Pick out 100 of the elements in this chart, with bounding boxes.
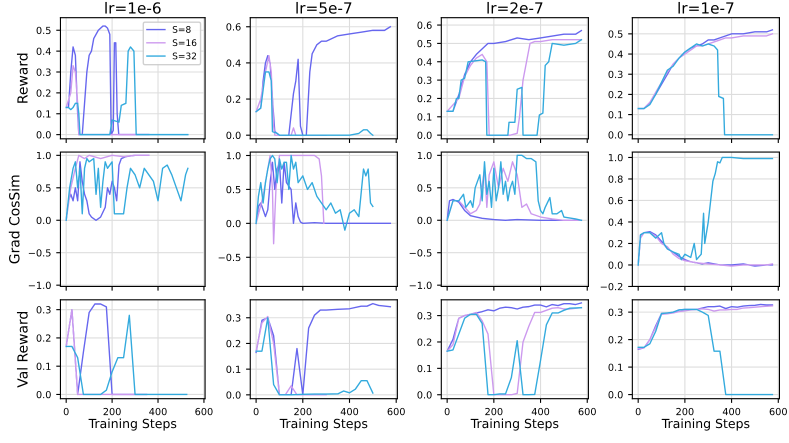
x-tick-label: 0	[254, 408, 259, 416]
y-tick-label: 0.0	[417, 216, 432, 224]
y-tick-label: 0.2	[608, 90, 622, 98]
y-tick-label: −1.0	[28, 282, 51, 290]
line-series	[255, 71, 374, 136]
x-tick-label: 200	[485, 408, 502, 416]
y-tick-label: 1.0	[608, 154, 623, 162]
line-series	[255, 154, 374, 231]
y-tick-label: 0.4	[608, 50, 623, 58]
y-tick-label: 0.0	[36, 131, 51, 138]
y-tick-label: 0.0	[417, 391, 432, 399]
y-tick-label: 0.5	[36, 184, 51, 192]
legend-label: S=16	[172, 39, 196, 46]
legend-label: S=32	[172, 52, 196, 60]
y-tick-label: −0.2	[600, 282, 622, 290]
y-tick-label: 0.1	[417, 113, 432, 121]
y-axis-title: Val Reward	[16, 312, 28, 388]
y-tick-label: 0.0	[226, 132, 241, 140]
y-tick-label: 0.3	[608, 308, 623, 316]
x-axis-title: Training Steps	[280, 418, 368, 431]
x-tick-label: 0	[636, 408, 641, 416]
y-tick-label: 0.6	[608, 196, 623, 204]
x-tick-label: 400	[532, 408, 550, 416]
y-tick-label: 0.5	[226, 186, 240, 194]
y-tick-label: 0.1	[608, 111, 622, 118]
x-axis-title: Training Steps	[470, 418, 558, 431]
line-series	[255, 162, 392, 224]
y-tick-label: 0.2	[36, 334, 50, 342]
chart-title: lr=1e-7	[678, 2, 734, 14]
y-tick-label: 0.5	[608, 30, 622, 38]
y-tick-label: 0.2	[417, 94, 432, 102]
y-tick-label: 0.0	[417, 132, 432, 139]
y-tick-label: 0.2	[417, 338, 432, 346]
line-series	[446, 306, 582, 396]
y-tick-label: 0.8	[608, 175, 623, 183]
y-tick-label: 0.3	[226, 314, 240, 322]
y-tick-label: 0.3	[36, 306, 51, 314]
y-tick-label: 0.2	[226, 96, 240, 103]
y-tick-label: 0.1	[36, 110, 51, 118]
y-tick-label: 0.0	[226, 391, 241, 399]
x-tick-label: 200	[294, 408, 312, 416]
y-tick-label: 0.0	[226, 220, 241, 228]
y-tick-label: 0.0	[608, 391, 623, 398]
x-tick-label: 600	[195, 408, 213, 416]
y-tick-label: 0.6	[226, 23, 241, 31]
x-tick-label: 600	[770, 408, 787, 416]
x-tick-label: 400	[722, 408, 740, 416]
y-tick-label: 0.2	[608, 240, 622, 248]
y-tick-label: −0.5	[410, 249, 432, 257]
line-series	[65, 314, 188, 396]
x-tick-label: 600	[578, 408, 596, 416]
y-tick-label: 1.0	[37, 152, 51, 160]
chart-title: lr=1e-6	[105, 2, 161, 14]
x-tick-label: 200	[104, 408, 121, 416]
y-tick-label: 0.0	[608, 261, 623, 269]
x-axis-title: Training Steps	[662, 418, 750, 431]
y-tick-label: 0.2	[608, 336, 622, 344]
line-series	[255, 154, 325, 244]
chart-title: lr=2e-7	[487, 2, 542, 14]
y-tick-label: 0.5	[417, 184, 432, 192]
y-axis-title: Grad CosSim	[8, 176, 20, 264]
y-tick-label: 0.0	[36, 390, 51, 398]
y-tick-label: 0.0	[608, 131, 623, 139]
y-tick-label: 1.0	[418, 152, 432, 160]
y-tick-label: 0.4	[226, 59, 241, 67]
y-tick-label: −1.0	[410, 282, 432, 290]
y-tick-label: 0.1	[226, 366, 240, 373]
y-tick-label: 0.3	[417, 76, 432, 84]
y-tick-label: 0.3	[608, 70, 623, 78]
y-tick-label: 0.1	[36, 362, 51, 370]
y-tick-label: 0.2	[226, 340, 240, 348]
y-axis-title: Reward	[16, 54, 28, 103]
y-tick-label: 0.1	[417, 364, 432, 372]
x-axis-title: Training Steps	[88, 418, 176, 431]
y-tick-label: 0.2	[36, 89, 50, 97]
y-tick-label: 0.5	[417, 40, 432, 48]
line-series	[637, 156, 774, 266]
chart-title: lr=5e-7	[296, 2, 352, 14]
x-tick-label: 400	[149, 408, 167, 416]
y-tick-label: 0.4	[608, 218, 623, 226]
x-tick-label: 400	[340, 408, 358, 416]
x-tick-label: 0	[64, 408, 69, 416]
y-tick-label: 0.1	[608, 364, 622, 371]
line-series	[446, 39, 582, 136]
y-tick-label: 0.4	[417, 58, 432, 66]
x-tick-label: 0	[444, 408, 450, 416]
line-series	[255, 316, 327, 396]
y-tick-label: −0.5	[28, 249, 51, 257]
y-tick-label: 0.0	[36, 216, 51, 224]
y-tick-label: 0.4	[36, 48, 51, 55]
line-series	[255, 302, 392, 396]
y-tick-label: −0.5	[218, 254, 240, 262]
y-tick-label: 0.6	[417, 22, 432, 29]
y-tick-label: 0.3	[36, 68, 51, 76]
line-series	[637, 43, 774, 136]
line-series	[255, 317, 374, 396]
x-tick-label: 600	[388, 408, 405, 416]
line-series	[637, 308, 774, 396]
y-tick-label: 0.3	[417, 312, 432, 320]
x-tick-label: 200	[676, 408, 694, 416]
